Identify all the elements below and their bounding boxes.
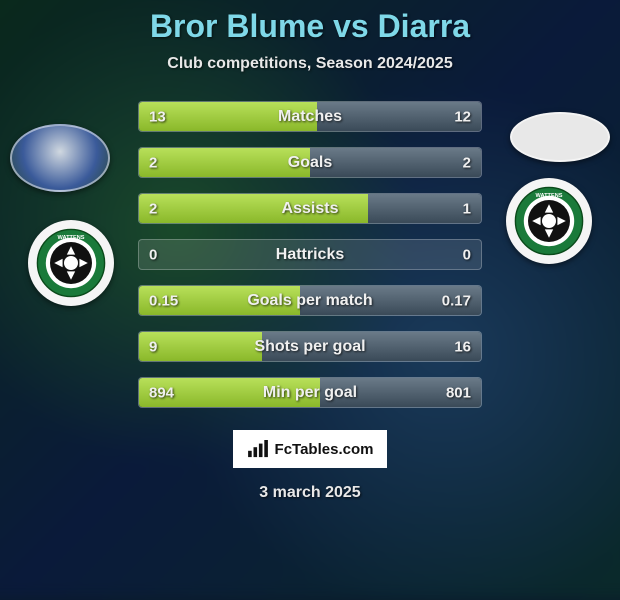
stat-value-right: 0 [463,246,471,263]
stat-row: 0 0 Hattricks [138,239,482,270]
stats-bars: 13 12 Matches 2 2 Goals 2 1 Assists 0 0 Hattricks 0.… [138,101,482,408]
stat-bar-left [139,332,262,361]
stat-row: 0.15 0.17 Goals per match [138,285,482,316]
stat-value-right: 2 [463,154,471,171]
content-wrapper: Bror Blume vs Diarra Club competitions, … [0,0,620,580]
brand-text: FcTables.com [275,441,374,458]
stat-value-left: 13 [149,108,166,125]
page-title: Bror Blume vs Diarra [150,8,470,45]
stat-row: 2 1 Assists [138,193,482,224]
stat-value-left: 894 [149,384,174,401]
stat-bar-right [310,148,481,177]
stat-value-right: 0.17 [442,292,471,309]
date-label: 3 march 2025 [259,484,360,502]
stat-row: 2 2 Goals [138,147,482,178]
stat-row: 9 16 Shots per goal [138,331,482,362]
chart-icon [247,440,269,458]
stat-value-left: 2 [149,200,157,217]
stat-value-right: 16 [454,338,471,355]
brand-logo: FcTables.com [233,430,387,468]
stat-label: Matches [278,108,342,126]
stat-row: 13 12 Matches [138,101,482,132]
stat-label: Shots per goal [254,338,365,356]
stat-label: Min per goal [263,384,357,402]
stat-value-left: 0.15 [149,292,178,309]
stat-value-right: 1 [463,200,471,217]
stat-label: Hattricks [276,246,344,264]
stat-label: Assists [282,200,339,218]
stat-value-right: 12 [454,108,471,125]
stat-row: 894 801 Min per goal [138,377,482,408]
stat-bar-left [139,148,310,177]
stat-value-left: 2 [149,154,157,171]
page-subtitle: Club competitions, Season 2024/2025 [167,55,452,73]
stat-value-left: 9 [149,338,157,355]
stat-label: Goals per match [247,292,372,310]
stat-value-right: 801 [446,384,471,401]
stat-label: Goals [288,154,332,172]
stat-value-left: 0 [149,246,157,263]
